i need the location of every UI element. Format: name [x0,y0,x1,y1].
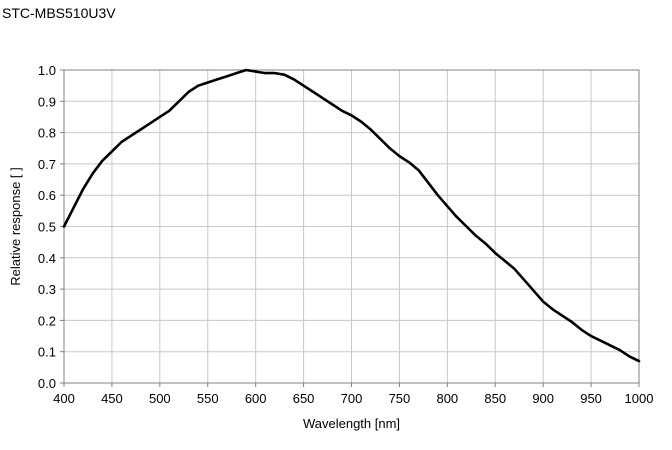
x-tick-label: 950 [580,391,602,406]
grid-layer [63,69,640,384]
y-tick-label: 0.9 [38,94,56,109]
y-tick-label: 0.2 [38,313,56,328]
x-tick-label: 650 [293,391,315,406]
x-tick-label: 600 [245,391,267,406]
x-tick-label: 1000 [625,391,654,406]
x-tick-label: 700 [341,391,363,406]
x-tick-label: 450 [101,391,123,406]
y-tick-label: 0.0 [38,376,56,391]
x-axis-label: Wavelength [nm] [303,416,400,431]
y-axis-label: Relative response [ ] [8,167,23,286]
y-tick-label: 0.8 [38,126,56,141]
x-tick-label: 750 [389,391,411,406]
y-tick-label: 0.4 [38,251,56,266]
response-curve [62,68,641,363]
tick-layer: 400 450 500 550 600 650 700 750 800 850 900 950 1000… [38,63,654,406]
y-tick-label: 0.7 [38,157,56,172]
y-tick-label: 0.1 [38,345,56,360]
x-tick-label: 400 [53,391,75,406]
chart-title: STC-MBS510U3V [2,5,116,21]
y-tick-label: 0.3 [38,282,56,297]
x-tick-label: 500 [149,391,171,406]
x-tick-label: 800 [436,391,458,406]
y-tick-label: 0.6 [38,188,56,203]
x-tick-label: 900 [532,391,554,406]
x-tick-label: 850 [484,391,506,406]
x-tick-label: 550 [197,391,219,406]
y-tick-label: 1.0 [38,63,56,78]
y-tick-label: 0.5 [38,220,56,235]
